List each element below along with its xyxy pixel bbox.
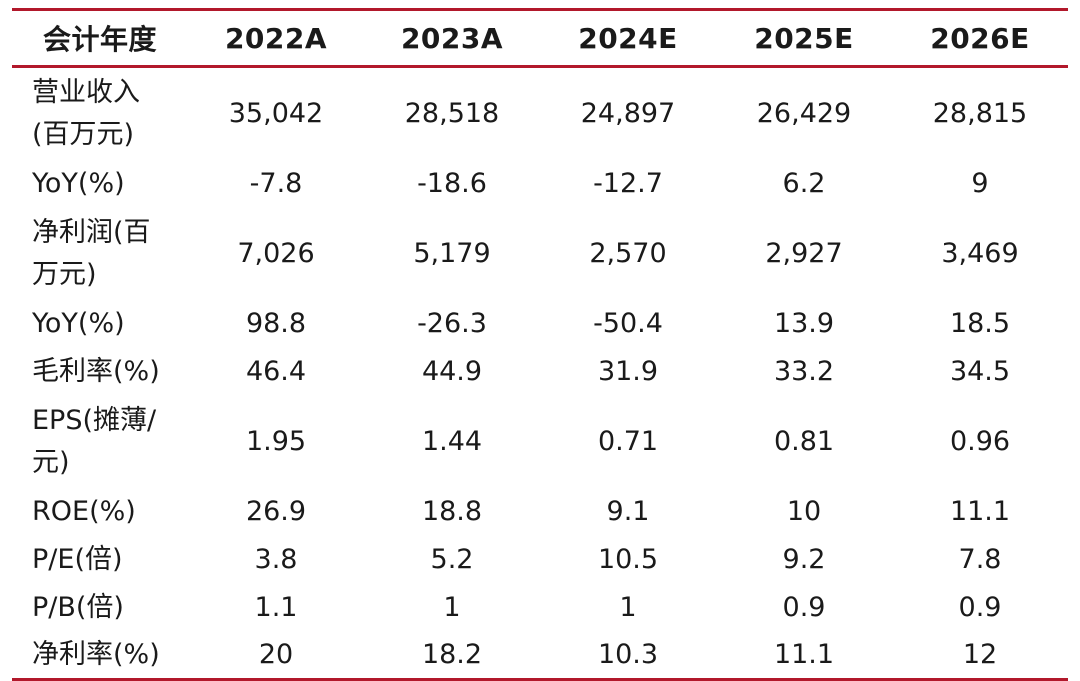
table-cell: 11.1 [949, 496, 1011, 527]
table-cell: 33.2 [773, 356, 835, 387]
table-cell: 18.2 [364, 632, 540, 681]
table-cell: 13.9 [773, 308, 835, 339]
table-cell: 9.2 [782, 544, 826, 575]
table-cell: 98.8 [245, 308, 307, 339]
table-cell: 26.9 [245, 496, 307, 527]
table-row: YoY(%) 98.8 -26.3 -50.4 13.9 18.5 [12, 300, 1068, 348]
table-cell: -7.8 [249, 168, 303, 199]
table-cell: 28,815 [932, 98, 1028, 129]
table-cell: 5.2 [430, 544, 474, 575]
header-2023a: 2023A [364, 8, 540, 68]
table-cell: 1 [443, 592, 461, 623]
table-cell: 0.9 [958, 592, 1002, 623]
table-row: ROE(%) 26.9 18.8 9.1 10 11.1 [12, 488, 1068, 536]
table-cell: 10 [786, 496, 822, 527]
table-cell: -50.4 [593, 308, 663, 339]
table-cell: 9.1 [606, 496, 650, 527]
table-cell: -26.3 [417, 308, 487, 339]
table-cell: 0.81 [773, 426, 835, 457]
financial-forecast-table: 会计年度 2022A 2023A 2024E 2025E 2026E 营业收入(… [12, 8, 1068, 681]
table-cell: 6.2 [782, 168, 826, 199]
table-cell: 7,026 [237, 238, 315, 269]
table-cell: 24,897 [580, 98, 676, 129]
table-row: P/E(倍) 3.8 5.2 10.5 9.2 7.8 [12, 536, 1068, 584]
table-cell: 20 [188, 632, 364, 681]
table-cell: 11.1 [716, 632, 892, 681]
table-cell: 7.8 [958, 544, 1002, 575]
header-2024e: 2024E [540, 8, 716, 68]
table-cell: 10.3 [540, 632, 716, 681]
table-cell: 0.9 [782, 592, 826, 623]
row-label: P/B(倍) [32, 592, 124, 623]
table-row: P/B(倍) 1.1 1 1 0.9 0.9 [12, 584, 1068, 632]
table-cell: 5,179 [413, 238, 491, 269]
header-row: 会计年度 2022A 2023A 2024E 2025E 2026E [12, 8, 1068, 68]
table-row: 毛利率(%) 46.4 44.9 31.9 33.2 34.5 [12, 348, 1068, 396]
table-cell: 1.1 [254, 592, 298, 623]
row-label: YoY(%) [32, 308, 125, 339]
table-cell: 34.5 [949, 356, 1011, 387]
table-cell: 28,518 [404, 98, 500, 129]
header-2025e: 2025E [716, 8, 892, 68]
row-label: 净利润(百 万元) [32, 217, 151, 290]
table-cell: 0.96 [949, 426, 1011, 457]
table-row: YoY(%) -7.8 -18.6 -12.7 6.2 9 [12, 160, 1068, 208]
table-cell: 3,469 [941, 238, 1019, 269]
table-cell: 0.71 [597, 426, 659, 457]
row-label: 净利率(%) [12, 632, 188, 681]
row-label: P/E(倍) [32, 544, 123, 575]
table-cell: 2,927 [765, 238, 843, 269]
row-label: YoY(%) [32, 168, 125, 199]
header-2022a: 2022A [188, 8, 364, 68]
table-cell: 9 [971, 168, 989, 199]
table-cell: 3.8 [254, 544, 298, 575]
table-cell: 35,042 [228, 98, 324, 129]
financial-forecast-table-container: 会计年度 2022A 2023A 2024E 2025E 2026E 营业收入(… [12, 8, 1068, 681]
table-row: 营业收入 (百万元) 35,042 28,518 24,897 26,429 28,815 [12, 67, 1068, 161]
table-cell: 12 [892, 632, 1068, 681]
table-row: EPS(摊薄/元) 1.95 1.44 0.71 0.81 0.96 [12, 396, 1068, 488]
table-cell: 31.9 [597, 356, 659, 387]
table-cell: 2,570 [589, 238, 667, 269]
row-label: 毛利率(%) [32, 356, 160, 387]
table-cell: 26,429 [756, 98, 852, 129]
table-cell: 18.5 [949, 308, 1011, 339]
table-cell: 18.8 [421, 496, 483, 527]
row-label: EPS(摊薄/元) [32, 405, 157, 478]
table-row: 净利润(百 万元) 7,026 5,179 2,570 2,927 3,469 [12, 208, 1068, 300]
table-cell: 10.5 [597, 544, 659, 575]
table-cell: 44.9 [421, 356, 483, 387]
table-cell: 46.4 [245, 356, 307, 387]
row-label: 营业收入 (百万元) [32, 77, 140, 150]
table-cell: 1.95 [245, 426, 307, 457]
table-cell: -18.6 [417, 168, 487, 199]
row-label: ROE(%) [32, 496, 136, 527]
table-cell: 1.44 [421, 426, 483, 457]
header-fiscal-year: 会计年度 [12, 8, 188, 68]
table-cell: -12.7 [593, 168, 663, 199]
table-cell: 1 [619, 592, 637, 623]
header-2026e: 2026E [892, 8, 1068, 68]
table-row: 净利率(%) 20 18.2 10.3 11.1 12 [12, 632, 1068, 681]
table-body: 营业收入 (百万元) 35,042 28,518 24,897 26,429 28,815 Y… [12, 67, 1068, 681]
